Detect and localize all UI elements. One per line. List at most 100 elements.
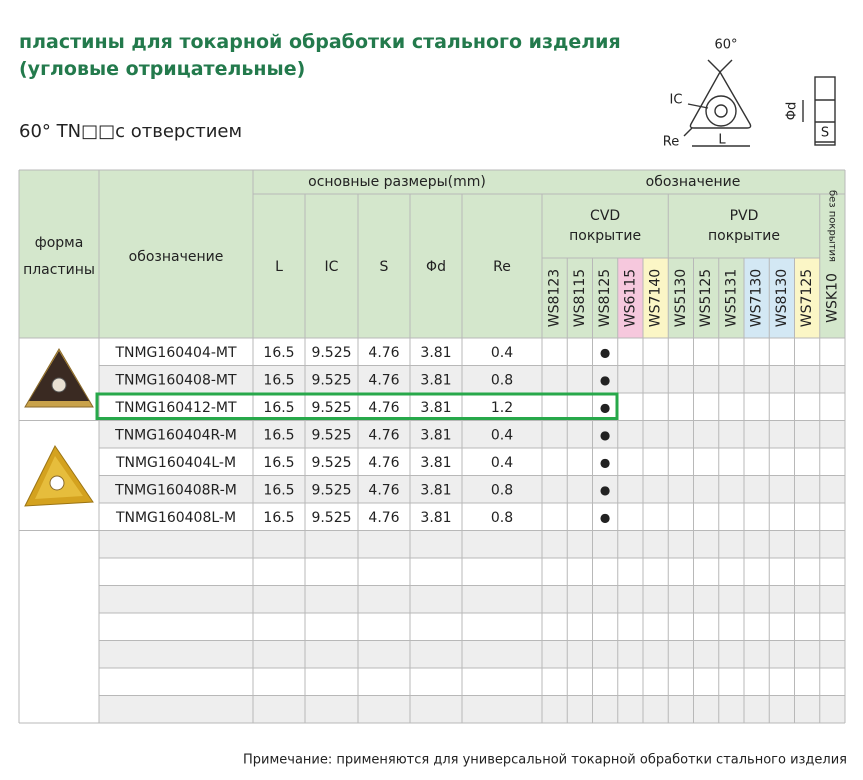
cell: 9.525 — [311, 345, 351, 361]
cell: TNMG160412-MT — [114, 400, 237, 416]
cell: 4.76 — [368, 400, 399, 416]
row-stripe — [99, 695, 845, 723]
grade-header: WS5130 — [673, 269, 689, 327]
row-stripe — [99, 530, 845, 558]
cell: 3.81 — [420, 400, 451, 416]
header-cell: Φd — [426, 259, 446, 275]
row-stripe — [99, 585, 845, 613]
insert-image — [24, 445, 94, 507]
grade-bg — [769, 258, 795, 338]
cell: 4.76 — [368, 510, 399, 526]
grade-bg — [744, 258, 770, 338]
title: пластины для токарной обработки стальног… — [19, 31, 621, 53]
grade-header: WS7140 — [648, 269, 664, 327]
row-highlight — [95, 392, 619, 420]
row-stripe — [99, 420, 845, 448]
cell: 3.81 — [420, 372, 451, 388]
header-cell: форма — [35, 235, 84, 251]
cell: 3.81 — [420, 345, 451, 361]
grade-header: WS8125 — [597, 269, 613, 327]
cell: 16.5 — [263, 427, 294, 443]
diagram-label: S — [821, 126, 829, 141]
cell: 0.8 — [491, 372, 513, 388]
insert-hole — [51, 377, 67, 393]
cell: TNMG160404L-M — [115, 455, 236, 471]
cell-mark: ● — [600, 510, 610, 524]
cell: 0.4 — [491, 345, 513, 361]
diagram-label: IC — [670, 93, 683, 108]
header-cell: без покрытия — [826, 190, 837, 262]
header-cell: CVD — [590, 208, 620, 224]
cell: 9.525 — [311, 482, 351, 498]
row-stripe — [99, 640, 845, 668]
header-cell: пластины — [23, 262, 95, 278]
header-cell: основные размеры(mm) — [308, 174, 486, 190]
cell-mark: ● — [600, 373, 610, 387]
diagram-label: Re — [663, 135, 679, 150]
grade-bg — [794, 258, 820, 338]
diagram-label: L — [718, 133, 726, 148]
header-cell: L — [275, 259, 283, 275]
header-cell: IC — [325, 259, 339, 275]
grade-header: WS8130 — [774, 269, 790, 327]
cell: TNMG160408L-M — [115, 510, 236, 526]
cell-mark: ● — [600, 400, 610, 414]
header-cell: покрытие — [708, 228, 780, 244]
cell-mark: ● — [600, 483, 610, 497]
cell: 0.8 — [491, 510, 513, 526]
header-cell: обозначение — [646, 174, 741, 190]
cell: TNMG160404-MT — [114, 345, 237, 361]
grade-header: WS5131 — [723, 269, 739, 327]
cell: TNMG160408-MT — [114, 372, 237, 388]
diagram-label: 60° — [714, 38, 737, 53]
header-cell: PVD — [730, 208, 759, 224]
cell-mark: ● — [600, 428, 610, 442]
cell: 16.5 — [263, 372, 294, 388]
grade-header: WSK10 — [824, 273, 840, 323]
header-cell: покрытие — [569, 228, 641, 244]
grade-header: WS8123 — [547, 269, 563, 327]
row-stripe — [99, 365, 845, 393]
grade-header: WS5125 — [698, 269, 714, 327]
cell: 3.81 — [420, 455, 451, 471]
grade-header: WS7130 — [749, 269, 765, 327]
grade-header: WS6115 — [622, 269, 638, 327]
title: (угловые отрицательные) — [19, 58, 305, 80]
cell: 4.76 — [368, 372, 399, 388]
cell: 3.81 — [420, 510, 451, 526]
cell: 9.525 — [311, 427, 351, 443]
grade-bg — [617, 258, 643, 338]
insert-image — [24, 348, 94, 408]
insert-hole — [49, 475, 65, 491]
table: форма пластины обозначение основные размеры… — [18, 169, 846, 724]
cell: 9.525 — [311, 455, 351, 471]
cell: TNMG160408R-M — [114, 482, 237, 498]
subtitle: 60° TN□□с отверстием — [19, 121, 242, 142]
cell: 3.81 — [420, 482, 451, 498]
grade-header: WS8115 — [572, 269, 588, 327]
insert-shape — [29, 351, 89, 401]
cell: 0.8 — [491, 482, 513, 498]
cell: 16.5 — [263, 455, 294, 471]
header-cell: Re — [493, 259, 511, 275]
cell: 0.4 — [491, 427, 513, 443]
cell: 9.525 — [311, 372, 351, 388]
cell: 4.76 — [368, 427, 399, 443]
cell: 1.2 — [491, 400, 513, 416]
cell: 9.525 — [311, 510, 351, 526]
grade-bg — [643, 258, 669, 338]
row-stripe — [99, 475, 845, 503]
header-cell: обозначение — [129, 249, 224, 265]
cell: 4.76 — [368, 345, 399, 361]
cell: 16.5 — [263, 482, 294, 498]
cell: 9.525 — [311, 400, 351, 416]
footnote: Примечание: применяются для универсально… — [243, 753, 847, 768]
insert-diagram — [683, 59, 836, 147]
cell-mark: ● — [600, 345, 610, 359]
cell-mark: ● — [600, 455, 610, 469]
header-bg — [19, 170, 845, 338]
cell: 16.5 — [263, 510, 294, 526]
grade-header: WS7125 — [799, 269, 815, 327]
